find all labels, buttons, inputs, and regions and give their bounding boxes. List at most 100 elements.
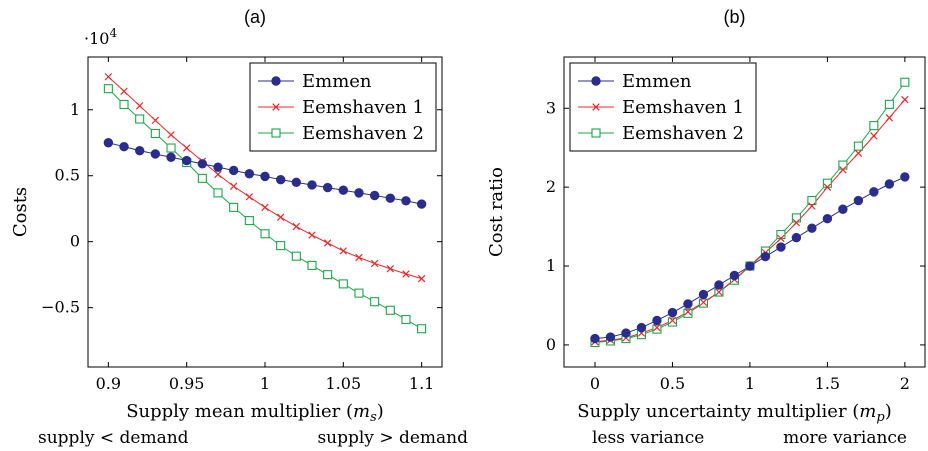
data-point-eemshaven-2: [776, 229, 786, 240]
data-point-eemshaven-2: [291, 251, 301, 261]
data-point-eemshaven-1: [261, 203, 269, 212]
data-point-eemshaven-2: [338, 279, 348, 289]
data-point-emmen: [150, 149, 161, 159]
data-point-emmen: [853, 195, 864, 206]
legend-item-eemshaven-1: Eemshaven 1: [258, 97, 424, 118]
data-point-eemshaven-1: [823, 183, 832, 191]
data-point-eemshaven-2: [276, 241, 286, 251]
y-tick-label: 3: [546, 98, 556, 117]
legend: Emmen Eemshaven 1 Eemshaven 2: [249, 62, 437, 152]
legend-marker: [592, 103, 600, 111]
data-point-emmen: [621, 328, 631, 338]
y-tick-label: 0: [70, 232, 80, 251]
data-point-emmen: [683, 299, 693, 309]
data-point-eemshaven-2: [822, 178, 832, 188]
data-point-emmen: [307, 180, 317, 190]
data-point-eemshaven-2: [119, 99, 129, 110]
data-point-emmen: [338, 185, 349, 195]
x-tick-label: 1: [745, 374, 755, 393]
note-right: more variance: [783, 428, 907, 448]
data-point-eemshaven-1: [808, 202, 816, 210]
plot-frame: [563, 56, 926, 368]
data-point-eemshaven-1: [668, 316, 677, 325]
legend-marker: [271, 76, 281, 86]
legend-label: Eemshaven 2: [302, 123, 424, 144]
data-point-emmen: [838, 204, 848, 214]
data-point-emmen: [244, 169, 255, 179]
panel-title: (b): [724, 7, 746, 27]
data-point-emmen: [103, 138, 114, 148]
data-point-eemshaven-1: [684, 308, 692, 316]
y-tick-label: 1: [546, 256, 556, 275]
data-point-emmen: [652, 315, 662, 326]
y-scale-label: ·104: [84, 26, 117, 48]
data-point-emmen: [636, 322, 647, 333]
data-point-eemshaven-2: [213, 188, 223, 198]
x-axis-label: Supply uncertainty multiplier (mp): [577, 401, 891, 425]
data-point-eemshaven-1: [839, 166, 847, 174]
data-point-eemshaven-2: [683, 308, 693, 318]
x-tick-label: 0.9: [96, 374, 121, 393]
data-point-emmen: [884, 179, 895, 189]
data-point-eemshaven-1: [777, 234, 785, 243]
data-point-eemshaven-2: [884, 99, 894, 109]
data-point-emmen: [166, 152, 176, 162]
x-tick-label: 0.95: [169, 374, 205, 393]
data-point-eemshaven-2: [370, 297, 380, 307]
x-tick-label: 1.5: [815, 374, 840, 393]
data-point-eemshaven-1: [386, 264, 395, 273]
data-point-eemshaven-2: [838, 160, 848, 170]
note-right: supply > demand: [317, 428, 468, 448]
note-left: less variance: [592, 428, 704, 448]
data-point-eemshaven-1: [715, 288, 723, 296]
x-tick-label: 1.05: [326, 374, 362, 393]
data-point-eemshaven-1: [167, 131, 175, 139]
data-point-eemshaven-1: [870, 132, 878, 140]
data-point-eemshaven-2: [667, 317, 678, 327]
panel-title: (a): [244, 7, 266, 27]
data-point-emmen: [698, 289, 709, 300]
y-tick-label: −0.5: [41, 298, 80, 317]
data-point-eemshaven-2: [260, 229, 270, 239]
legend-item-eemshaven-2: Eemshaven 2: [578, 123, 744, 144]
data-point-emmen: [369, 190, 380, 201]
data-point-eemshaven-1: [323, 239, 332, 247]
data-point-eemshaven-2: [166, 143, 176, 153]
y-tick-label: 0: [546, 335, 556, 354]
data-point-eemshaven-1: [885, 114, 894, 122]
data-point-eemshaven-1: [792, 218, 801, 227]
data-point-eemshaven-2: [853, 141, 863, 151]
data-point-eemshaven-1: [308, 231, 316, 239]
data-point-emmen: [667, 307, 678, 318]
data-point-eemshaven-1: [182, 144, 191, 152]
data-point-eemshaven-1: [417, 274, 426, 283]
data-point-emmen: [134, 145, 145, 156]
data-point-emmen: [590, 333, 600, 344]
data-point-eemshaven-2: [150, 128, 160, 139]
data-point-eemshaven-1: [151, 116, 160, 125]
plot-area: [590, 77, 910, 348]
data-point-emmen: [900, 172, 910, 182]
data-point-emmen: [745, 261, 755, 271]
legend-item-emmen: Emmen: [258, 71, 372, 92]
data-point-eemshaven-1: [245, 193, 254, 201]
data-point-eemshaven-1: [653, 323, 661, 332]
data-point-emmen: [869, 187, 879, 197]
note-left: supply < demand: [38, 428, 189, 448]
data-point-emmen: [228, 165, 239, 176]
data-point-eemshaven-1: [370, 259, 379, 268]
data-point-eemshaven-2: [869, 121, 879, 131]
data-point-eemshaven-2: [652, 324, 662, 334]
data-point-emmen: [401, 196, 411, 206]
data-point-eemshaven-2: [244, 216, 254, 226]
legend-label: Emmen: [622, 71, 692, 92]
data-point-emmen: [181, 155, 192, 166]
data-point-emmen: [213, 162, 223, 172]
x-axis-label: Supply mean multiplier (ms): [126, 401, 384, 425]
legend: Emmen Eemshaven 1 Eemshaven 2: [569, 62, 757, 152]
data-point-eemshaven-1: [104, 73, 113, 81]
data-point-eemshaven-2: [354, 288, 364, 298]
data-point-eemshaven-2: [385, 305, 395, 315]
data-point-eemshaven-2: [197, 173, 207, 183]
x-tick-label: 2: [900, 374, 910, 393]
